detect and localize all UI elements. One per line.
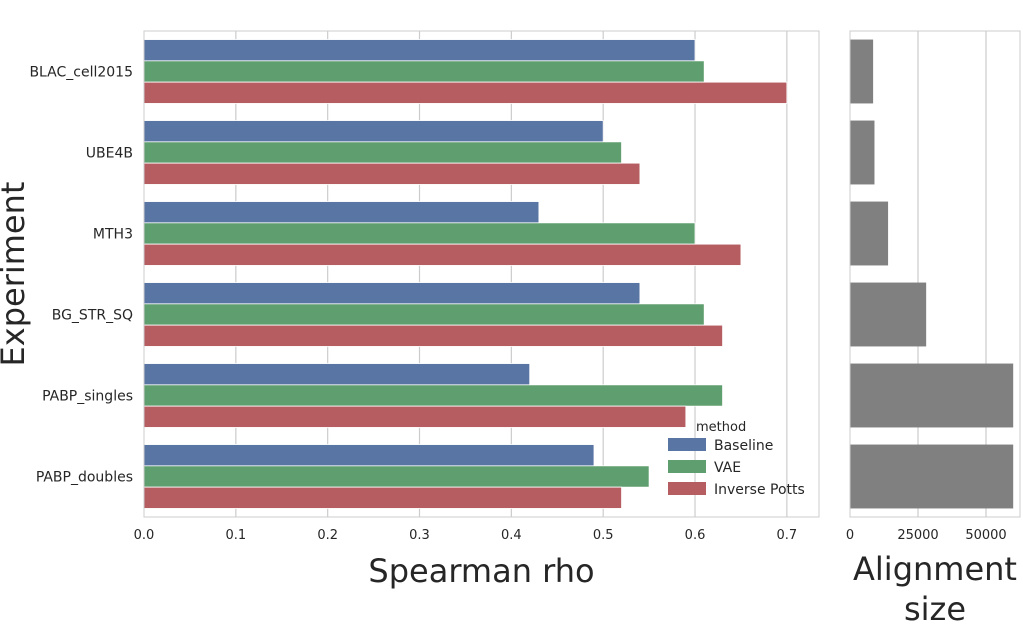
bar-baseline	[143, 363, 531, 386]
left-plot-frame	[143, 30, 820, 518]
right-gridlines	[917, 31, 987, 517]
left-bars	[143, 39, 788, 509]
bar-inverse-potts	[143, 81, 788, 104]
y-tick-label: UBE4B	[86, 146, 133, 162]
x-tick-label: 0.2	[317, 528, 338, 543]
x-tick-label: 25000	[897, 528, 938, 543]
right-x-axis-label: Alignment size	[853, 550, 1017, 628]
bar-inverse-potts	[143, 243, 742, 266]
x-tick-label: 0.6	[685, 528, 706, 543]
x-tick-label: 0.5	[593, 528, 614, 543]
x-tick-label: 0.7	[777, 528, 798, 543]
right-bars	[850, 39, 1014, 509]
bar-vae	[143, 303, 705, 326]
alignment-size-chart: 0 25000 50000 Alignment size	[846, 30, 1021, 628]
legend-entry: VAE	[714, 460, 741, 476]
bar-inverse-potts	[143, 486, 622, 509]
legend-swatch	[668, 438, 706, 451]
bar-baseline	[143, 444, 595, 467]
bar-alignment-size	[850, 201, 889, 266]
bar-baseline	[143, 39, 696, 62]
x-axis-label: Spearman rho	[368, 552, 594, 590]
y-tick-label: BLAC_cell2015	[29, 65, 133, 81]
y-tick-label: PABP_doubles	[36, 470, 133, 486]
y-axis-label: Experiment	[0, 182, 32, 367]
y-tick-label: BG_STR_SQ	[52, 308, 133, 324]
bar-baseline	[143, 120, 604, 143]
x-tick-label: 50000	[965, 528, 1006, 543]
right-plot-frame	[849, 30, 1021, 518]
y-tick-label: PABP_singles	[42, 389, 133, 405]
legend-swatch	[668, 460, 706, 473]
bar-alignment-size	[850, 444, 1014, 509]
bar-vae	[143, 222, 696, 245]
left-gridlines	[235, 31, 788, 517]
bar-inverse-potts	[143, 324, 723, 347]
bar-alignment-size	[850, 363, 1014, 428]
legend-title: method	[696, 420, 746, 435]
bar-vae	[143, 60, 705, 83]
bar-vae	[143, 384, 723, 407]
right-x-tick-labels: 0 25000 50000	[846, 528, 1007, 543]
legend: method Baseline VAE Inverse Potts	[668, 420, 805, 498]
legend-swatch	[668, 482, 706, 495]
legend-entry: Inverse Potts	[714, 482, 805, 498]
bar-alignment-size	[850, 282, 927, 347]
bar-alignment-size	[850, 120, 875, 185]
left-x-tick-labels: 0.0 0.1 0.2 0.3 0.4 0.5 0.6 0.7	[134, 528, 798, 543]
x-tick-label: 0.1	[225, 528, 246, 543]
bar-vae	[143, 141, 622, 164]
x-tick-label: 0.0	[134, 528, 155, 543]
y-tick-label: MTH3	[93, 227, 133, 243]
x-tick-label: 0.4	[501, 528, 522, 543]
x-tick-label: 0	[846, 528, 854, 543]
bar-vae	[143, 465, 650, 488]
spearman-chart: 0.0 0.1 0.2 0.3 0.4 0.5 0.6 0.7 BLAC_cell2015 UB…	[0, 30, 820, 590]
bar-baseline	[143, 201, 540, 224]
x-tick-label: 0.3	[409, 528, 430, 543]
y-tick-labels: BLAC_cell2015 UBE4B MTH3 BG_STR_SQ PABP_sing…	[29, 65, 133, 486]
bar-alignment-size	[850, 39, 874, 104]
bar-inverse-potts	[143, 162, 641, 185]
bar-baseline	[143, 282, 641, 305]
legend-entry: Baseline	[714, 438, 773, 454]
bar-inverse-potts	[143, 405, 687, 428]
